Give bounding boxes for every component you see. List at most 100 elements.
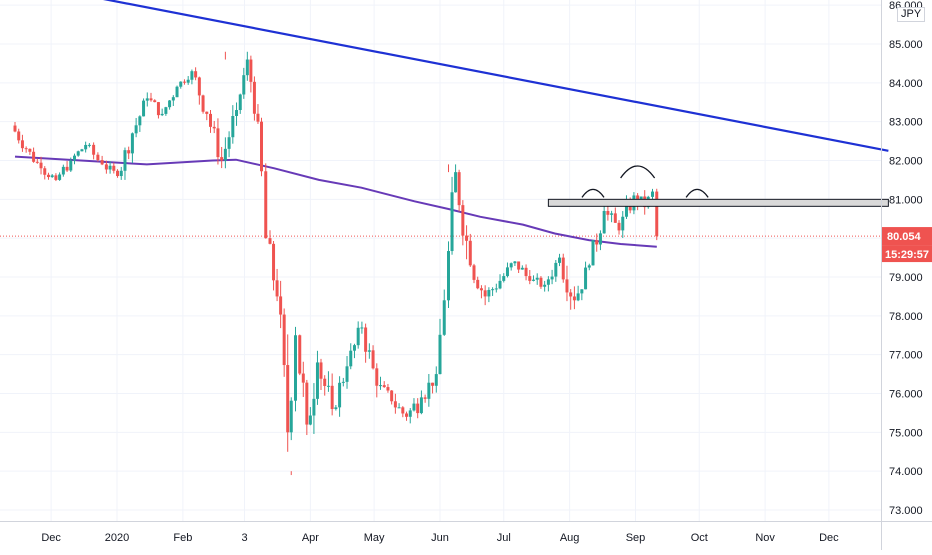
x-axis-ticks: Dec 2020 Feb 3 Apr May Jun Jul Aug Sep Oct Nov Dec bbox=[41, 532, 839, 544]
x-tick-label: 2020 bbox=[105, 532, 129, 544]
candle-body bbox=[186, 79, 190, 83]
candle-body bbox=[205, 111, 209, 114]
candle-body bbox=[397, 407, 401, 409]
drawings[interactable] bbox=[15, 0, 889, 207]
candle-body bbox=[580, 289, 584, 294]
candle-body bbox=[50, 175, 54, 178]
candle-body bbox=[454, 172, 458, 193]
candle-body bbox=[532, 279, 535, 281]
candle-body bbox=[260, 121, 263, 172]
candle-body bbox=[32, 151, 36, 162]
arc-annotation bbox=[620, 165, 656, 179]
candle-body bbox=[468, 240, 472, 266]
candle-body bbox=[104, 164, 108, 170]
candle-body bbox=[43, 168, 47, 175]
candle-body bbox=[275, 280, 279, 297]
candle-body bbox=[264, 171, 268, 239]
candle-body bbox=[168, 100, 172, 108]
candle-body bbox=[305, 382, 309, 425]
candle-body bbox=[112, 165, 116, 171]
candle-body bbox=[401, 407, 405, 414]
candle-body bbox=[238, 94, 242, 111]
x-tick-label: Jul bbox=[497, 532, 511, 544]
candle-body bbox=[252, 81, 256, 114]
candle-body bbox=[345, 366, 349, 382]
candle-body bbox=[61, 166, 65, 175]
candle-body bbox=[298, 335, 302, 374]
candle-body bbox=[491, 289, 495, 291]
candle-body bbox=[461, 205, 465, 236]
countdown-label: 15:29:57 bbox=[885, 249, 929, 261]
arc-annotation bbox=[581, 188, 605, 198]
candle-body bbox=[123, 150, 127, 171]
candle-body bbox=[457, 172, 461, 206]
arc-annotation bbox=[685, 188, 709, 198]
candle-body bbox=[216, 128, 220, 158]
candle-body bbox=[212, 126, 216, 129]
candle-body bbox=[245, 59, 249, 76]
candle-body bbox=[356, 327, 360, 346]
candle-body bbox=[505, 267, 509, 277]
candle-body bbox=[301, 373, 305, 383]
candle-body bbox=[528, 276, 532, 281]
candle-body bbox=[621, 216, 625, 231]
grid bbox=[0, 0, 881, 521]
candle-body bbox=[520, 267, 524, 270]
candle-body bbox=[423, 397, 427, 399]
trendline bbox=[102, 0, 889, 152]
candle-body bbox=[127, 150, 131, 154]
candle-body bbox=[69, 160, 73, 171]
candle-body bbox=[509, 263, 513, 268]
candle-body bbox=[156, 102, 160, 116]
candle-body bbox=[35, 161, 39, 163]
candle-body bbox=[190, 71, 194, 80]
candle-body bbox=[598, 233, 602, 245]
x-tick-label: 3 bbox=[241, 532, 247, 544]
candle-body bbox=[92, 144, 96, 155]
candle-body bbox=[223, 148, 227, 161]
candle-body bbox=[153, 100, 157, 103]
candle-body bbox=[119, 170, 123, 177]
candle-body bbox=[220, 157, 224, 161]
y-tick-label: 75.000 bbox=[889, 427, 923, 439]
candle-body bbox=[386, 387, 390, 391]
candle-body bbox=[606, 210, 610, 215]
candle-body bbox=[334, 407, 338, 410]
x-tick-label: Aug bbox=[560, 532, 580, 544]
candle-body bbox=[256, 113, 260, 122]
candle-body bbox=[360, 327, 364, 329]
candle-body bbox=[227, 137, 231, 149]
candle-body bbox=[416, 403, 420, 414]
candle-body bbox=[116, 170, 120, 177]
candle-body bbox=[108, 165, 112, 170]
x-tick-label: Dec bbox=[819, 532, 839, 544]
candle-body bbox=[602, 210, 606, 234]
candle-body bbox=[419, 397, 423, 414]
candle-body bbox=[487, 289, 491, 297]
candle-body bbox=[546, 279, 550, 285]
y-tick-label: 83.000 bbox=[889, 117, 923, 129]
candle-body bbox=[249, 59, 253, 82]
candle-body bbox=[289, 400, 293, 433]
resistance-zone bbox=[547, 198, 889, 207]
candle-body bbox=[550, 276, 554, 280]
candle-body bbox=[76, 151, 80, 156]
candle-body bbox=[46, 174, 50, 178]
moving-average bbox=[14, 155, 657, 248]
candle-body bbox=[610, 213, 614, 215]
last-price-badge bbox=[882, 227, 932, 246]
moving-average-line bbox=[14, 155, 657, 248]
candle-body bbox=[494, 288, 498, 290]
candle-body bbox=[447, 251, 450, 301]
y-tick-label: 85.000 bbox=[889, 39, 923, 51]
candle-body bbox=[569, 292, 573, 297]
y-tick-label: 78.000 bbox=[889, 311, 923, 323]
candle-body bbox=[20, 140, 24, 149]
candle-body bbox=[502, 276, 506, 281]
candle-body bbox=[561, 257, 565, 280]
candle-body bbox=[591, 240, 595, 266]
candle-body bbox=[483, 290, 487, 297]
candle-body bbox=[517, 261, 521, 270]
